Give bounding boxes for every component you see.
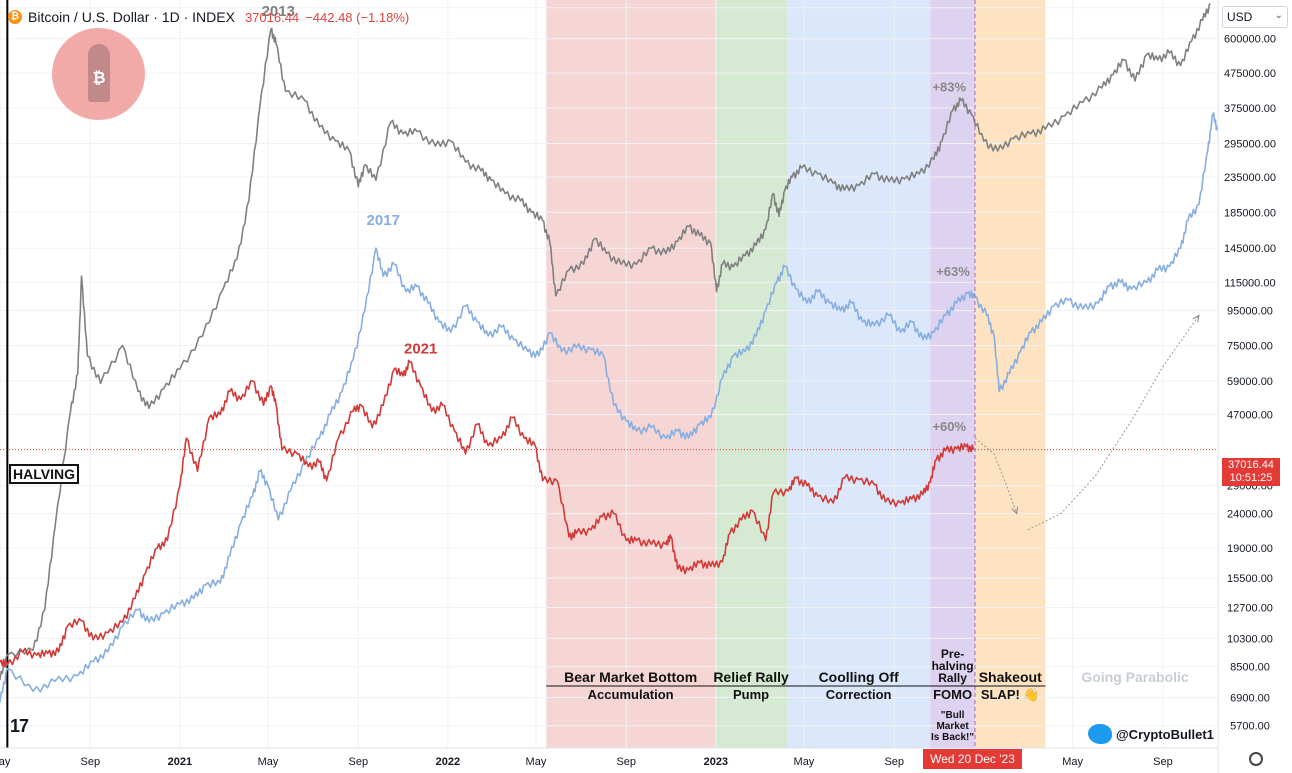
y-tick-label-9: 95000.00 (1227, 306, 1273, 318)
zone-2 (787, 0, 931, 748)
zone-title-3-1: halving (932, 659, 974, 673)
y-tick-label-1: 600000.00 (1224, 34, 1276, 46)
going-parabolic-label: Going Parabolic (1081, 669, 1189, 685)
zone-title-2: Coolling Off (819, 669, 899, 685)
y-tick-label-6: 185000.00 (1224, 207, 1276, 219)
y-tick-label-8: 115000.00 (1224, 277, 1275, 289)
y-tick-label-2: 475000.00 (1224, 68, 1276, 80)
y-tick-label-20: 6900.00 (1230, 693, 1270, 705)
zone-labels: Bear Market Bottom Accumulation Relief Ral… (546, 647, 1189, 743)
zone-4 (974, 0, 1046, 748)
series-line-2017 (0, 112, 1219, 703)
zone-title-0: Bear Market Bottom (564, 669, 697, 685)
x-tick-label-6: May (526, 756, 547, 768)
currency-select[interactable]: USD ⌄ (1222, 6, 1288, 28)
series-line-2021 (0, 359, 975, 667)
y-tick-label-7: 145000.00 (1224, 243, 1276, 255)
y-tick-label-12: 47000.00 (1227, 409, 1273, 421)
x-tick-label-8: 2023 (704, 756, 728, 768)
price-markers (0, 0, 1218, 748)
projection-arrows (974, 314, 1200, 531)
currency-value: USD (1227, 10, 1253, 24)
grid-lines (0, 0, 1218, 748)
annotation-0: 2013 (262, 3, 295, 20)
annotations: 2013 2017 2021 +83% +63% +60% (262, 3, 971, 434)
zone-subtitle-3: FOMO (933, 687, 972, 702)
annotation-1: 2017 (367, 212, 400, 229)
x-tick-label-4: Sep (348, 756, 368, 768)
bitcoin-icon: ₿ (8, 10, 22, 24)
projection-up-arrow (1027, 315, 1200, 531)
zone-note-3-0: "Bull (941, 710, 965, 721)
current-price-badge: 37016.44 10:51:25 (1222, 458, 1280, 486)
bitcoin-bullet-icon: ₿ (88, 44, 110, 102)
zone-title-1: Relief Rally (713, 669, 789, 685)
chevron-down-icon: ⌄ (1274, 10, 1283, 21)
y-tick-label-3: 375000.00 (1224, 103, 1276, 115)
twitter-handle: @CryptoBullet1 (1088, 724, 1214, 744)
zone-1 (715, 0, 788, 748)
y-tick-label-15: 19000.00 (1227, 543, 1273, 555)
twitter-bird-icon (1088, 724, 1112, 744)
x-tick-label-7: Sep (616, 756, 636, 768)
zone-subtitle-0: Accumulation (588, 687, 674, 702)
projection-up-arrow-head (1192, 314, 1200, 323)
annotation-5: +60% (932, 419, 966, 434)
y-tick-label-4: 295000.00 (1224, 138, 1276, 150)
projection-down-arrow-head (1011, 506, 1019, 515)
x-tick-label-5: 2022 (436, 756, 460, 768)
x-tick-label-3: May (258, 756, 279, 768)
bullet-logo-icon: ₿ (52, 28, 145, 120)
zone-0 (546, 0, 716, 748)
x-tick-label-10: Sep (884, 756, 904, 768)
x-tick-label-11: May (1062, 756, 1083, 768)
symbol-title[interactable]: Bitcoin / U.S. Dollar · 1D · INDEX (28, 9, 235, 25)
handle-text: @CryptoBullet1 (1116, 726, 1214, 742)
current-price-value: 37016.44 (1228, 459, 1274, 471)
series-line-2013 (0, 3, 1212, 681)
price-series (0, 3, 1219, 703)
zone-subtitle-2: Correction (826, 687, 892, 702)
price-axis-bg (1218, 0, 1292, 773)
chart-header: ₿ Bitcoin / U.S. Dollar · 1D · INDEX 370… (8, 6, 409, 28)
zone-subtitle-4: SLAP! 👋 (981, 687, 1040, 703)
crosshair-date-badge: Wed 20 Dec '23 (923, 749, 1022, 769)
bar-countdown: 10:51:25 (1229, 472, 1273, 484)
y-tick-label-17: 12700.00 (1227, 602, 1273, 614)
tradingview-logo[interactable]: 17 (10, 716, 29, 736)
x-tick-label-12: Sep (1153, 756, 1173, 768)
x-tick-label-9: May (794, 756, 815, 768)
annotation-2: 2021 (404, 341, 437, 358)
zone-title-3-0: Pre- (941, 647, 964, 661)
y-tick-label-18: 10300.00 (1227, 633, 1273, 645)
zone-note-3-1: Market (936, 721, 969, 732)
y-tick-label-11: 59000.00 (1227, 376, 1273, 388)
y-tick-label-16: 15500.00 (1227, 573, 1273, 585)
y-tick-label-21: 5700.00 (1230, 721, 1270, 733)
x-tick-label-0: May (0, 756, 11, 768)
gear-icon[interactable] (1249, 752, 1263, 766)
zone-title-4: Shakeout (979, 669, 1042, 685)
price-change: −442.48 (−1.18%) (305, 9, 410, 25)
y-tick-label-5: 235000.00 (1224, 172, 1276, 184)
annotation-4: +63% (936, 264, 970, 279)
zone-3 (930, 0, 975, 748)
y-tick-label-19: 8500.00 (1230, 662, 1270, 674)
zone-subtitle-1: Pump (733, 687, 769, 702)
last-price: 37016.44 (244, 9, 300, 25)
zone-note-3-2: Is Back!" (931, 732, 974, 743)
y-tick-label-14: 24000.00 (1227, 509, 1273, 521)
annotation-3: +83% (932, 79, 966, 94)
projection-down-arrow (974, 437, 1018, 514)
halving-label: HALVING (9, 464, 79, 484)
y-tick-label-10: 75000.00 (1227, 340, 1273, 352)
x-tick-label-1: Sep (81, 756, 101, 768)
zone-title-3-2: Rally (938, 671, 967, 685)
x-tick-label-2: 2021 (168, 756, 192, 768)
phase-zones (546, 0, 1046, 748)
